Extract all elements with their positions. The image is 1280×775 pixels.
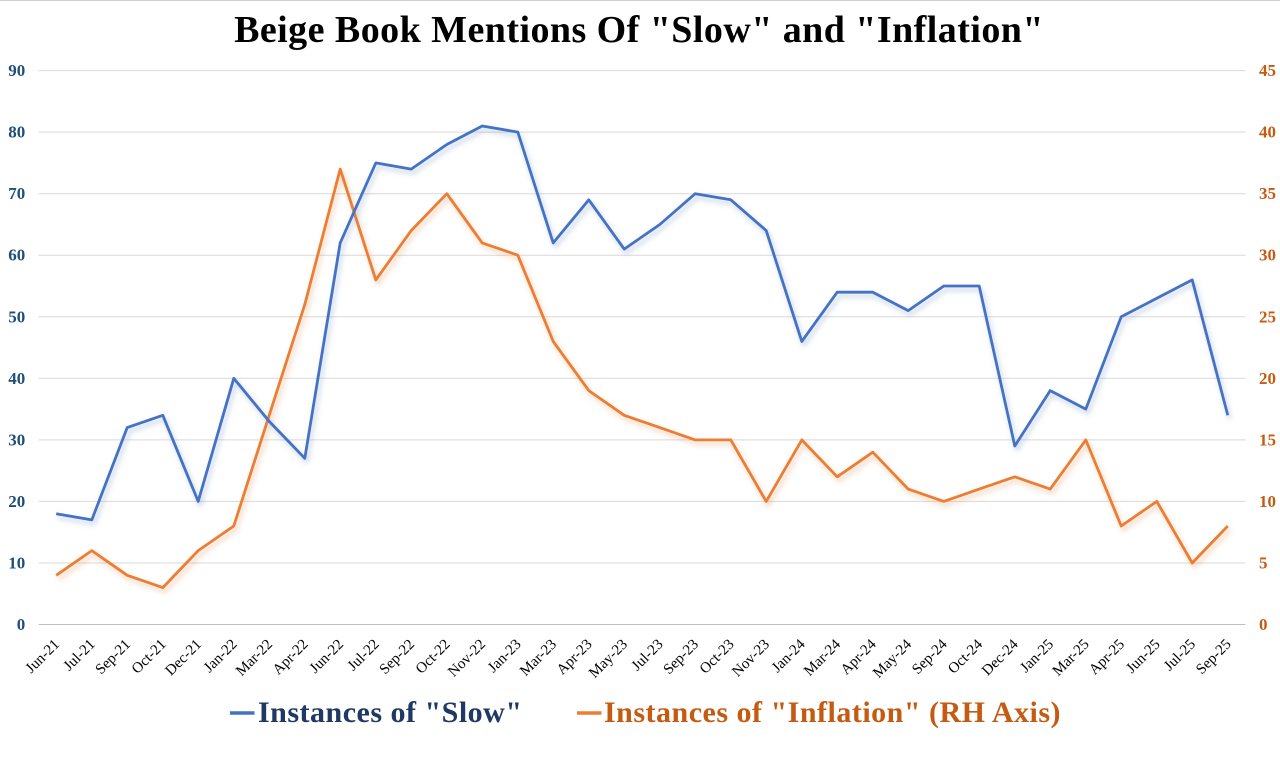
svg-text:60: 60 (8, 246, 25, 265)
svg-text:90: 90 (8, 61, 25, 80)
svg-text:15: 15 (1259, 430, 1276, 449)
svg-text:Instances of "Inflation" (RH A: Instances of "Inflation" (RH Axis) (604, 696, 1061, 729)
svg-text:40: 40 (1259, 123, 1276, 142)
svg-text:25: 25 (1259, 307, 1276, 326)
svg-text:Beige Book Mentions Of "Slow": Beige Book Mentions Of "Slow" and "Infla… (234, 9, 1044, 51)
svg-text:10: 10 (8, 554, 25, 573)
svg-text:80: 80 (8, 123, 25, 142)
svg-text:20: 20 (8, 492, 25, 511)
svg-text:Instances of "Slow": Instances of "Slow" (258, 696, 523, 729)
svg-text:35: 35 (1259, 184, 1276, 203)
svg-text:45: 45 (1259, 61, 1276, 80)
svg-text:50: 50 (8, 307, 25, 326)
svg-text:40: 40 (8, 369, 25, 388)
svg-text:5: 5 (1259, 554, 1268, 573)
svg-text:0: 0 (17, 615, 26, 634)
svg-text:70: 70 (8, 184, 25, 203)
svg-text:30: 30 (8, 430, 25, 449)
svg-text:30: 30 (1259, 246, 1276, 265)
svg-text:0: 0 (1259, 615, 1268, 634)
svg-text:20: 20 (1259, 369, 1276, 388)
svg-text:10: 10 (1259, 492, 1276, 511)
